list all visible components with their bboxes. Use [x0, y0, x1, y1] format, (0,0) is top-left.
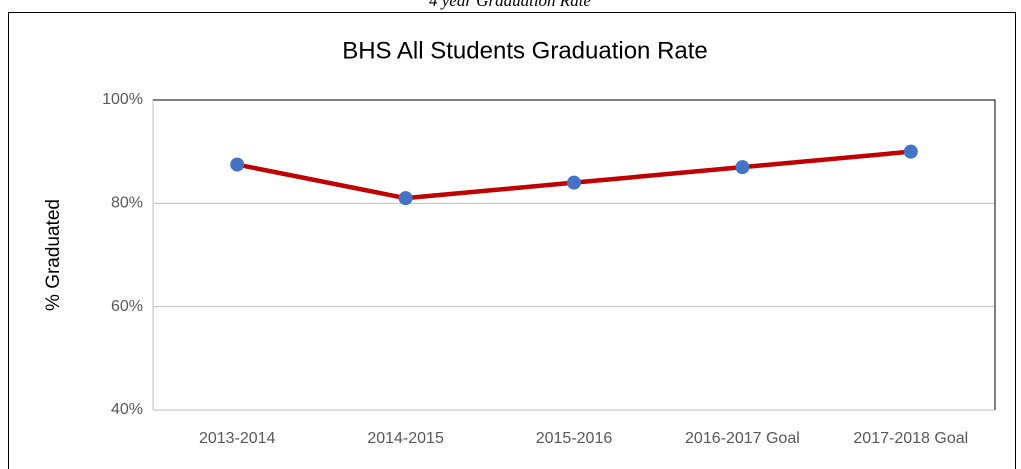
data-point	[903, 144, 918, 159]
data-point	[567, 175, 581, 190]
data-point	[735, 160, 750, 175]
x-tick-label: 2013-2014	[199, 430, 276, 447]
x-tick-label: 2017-2018 Goal	[853, 430, 968, 447]
chart-frame	[8, 12, 1016, 469]
y-tick-label: 60%	[111, 298, 143, 315]
y-tick-label: 40%	[111, 401, 143, 418]
y-tick-label: 80%	[111, 195, 143, 212]
series-line	[236, 149, 912, 201]
x-tick-label: 2016-2017 Goal	[685, 430, 800, 447]
x-tick-label: 2014-2015	[367, 430, 444, 447]
data-point	[398, 191, 413, 206]
plot-border	[152, 99, 996, 410]
x-tick-label: 2015-2016	[536, 430, 613, 447]
data-point	[230, 157, 245, 172]
y-axis-label: % Graduated	[43, 199, 64, 311]
chart-title: BHS All Students Graduation Rate	[342, 37, 708, 64]
y-tick-label: 100%	[102, 91, 143, 108]
caption: 4 year Graduation Rate	[429, 0, 591, 10]
